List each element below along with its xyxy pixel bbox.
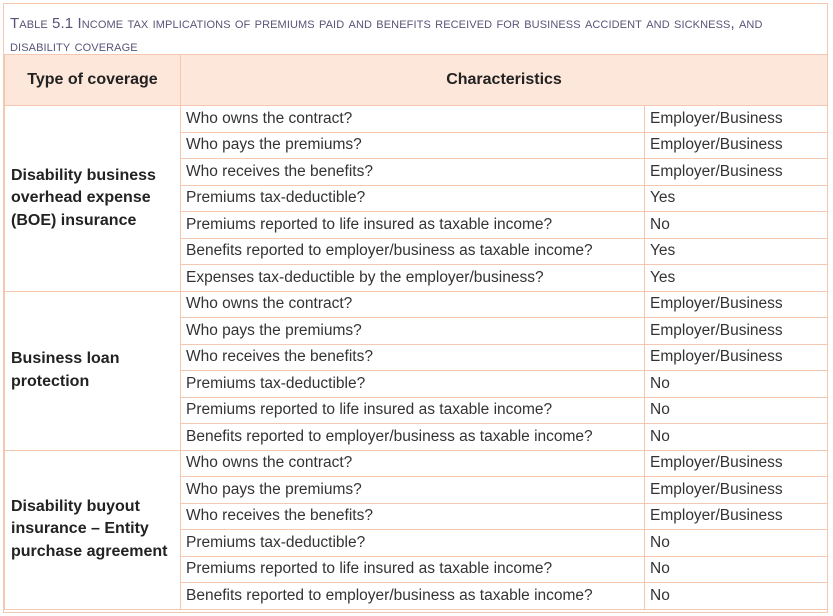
characteristic-answer: No xyxy=(644,555,828,583)
coverage-type-cell: Disability buyout insurance – Entity pur… xyxy=(4,449,181,610)
table-row: Disability buyout insurance – Entity pur… xyxy=(4,449,828,610)
characteristic-answer: Employer/Business xyxy=(644,105,828,133)
characteristic-answer: Employer/Business xyxy=(644,317,828,345)
characteristic-answer: Employer/Business xyxy=(644,343,828,371)
table-row: Who receives the benefits? Employer/Busin… xyxy=(5,343,828,371)
table-row: Who pays the premiums? Employer/Business xyxy=(5,317,828,345)
coverage-table: Type of coverage Characteristics Disabil… xyxy=(4,54,828,610)
characteristic-question: Benefits reported to employer/business a… xyxy=(180,423,645,451)
table-row: Benefits reported to employer/business a… xyxy=(5,423,828,451)
caption-prefix: Table 5.1 xyxy=(10,15,74,32)
characteristic-answer: Employer/Business xyxy=(644,290,828,318)
characteristic-answer: Yes xyxy=(644,184,828,212)
coverage-type-cell: Disability business overhead expense (BO… xyxy=(4,105,181,292)
table-row: Premiums reported to life insured as tax… xyxy=(5,555,828,583)
table-row: Who receives the benefits? Employer/Busin… xyxy=(5,502,828,530)
characteristic-answer: No xyxy=(644,396,828,424)
characteristic-question: Who owns the contract? xyxy=(180,290,645,318)
characteristic-question: Who owns the contract? xyxy=(180,105,645,133)
characteristic-question: Premiums tax-deductible? xyxy=(180,370,645,398)
table-row: Premiums tax-deductible? No xyxy=(5,370,828,398)
table-row: Who receives the benefits? Employer/Busin… xyxy=(5,158,828,186)
characteristic-answer: No xyxy=(644,529,828,557)
table-row: Premiums reported to life insured as tax… xyxy=(5,211,828,239)
characteristic-question: Who receives the benefits? xyxy=(180,502,645,530)
table-row: Who pays the premiums? Employer/Business xyxy=(5,476,828,504)
table-row: Benefits reported to employer/business a… xyxy=(5,237,828,265)
table-row: Benefits reported to employer/business a… xyxy=(5,582,828,610)
characteristic-answer: Yes xyxy=(644,237,828,265)
header-characteristics: Characteristics xyxy=(180,54,828,106)
characteristic-answer: No xyxy=(644,423,828,451)
characteristic-question: Who receives the benefits? xyxy=(180,158,645,186)
characteristic-answer: No xyxy=(644,211,828,239)
header-type-of-coverage: Type of coverage xyxy=(4,54,181,106)
coverage-type-cell: Business loan protection xyxy=(4,290,181,451)
header-row: Type of coverage Characteristics xyxy=(4,54,828,106)
characteristic-question: Benefits reported to employer/business a… xyxy=(180,582,645,610)
characteristic-question: Benefits reported to employer/business a… xyxy=(180,237,645,265)
characteristic-question: Expenses tax-deductible by the employer/… xyxy=(180,264,645,292)
characteristic-answer: Employer/Business xyxy=(644,449,828,477)
characteristic-question: Who receives the benefits? xyxy=(180,343,645,371)
characteristic-answer: Employer/Business xyxy=(644,476,828,504)
table-row: Business loan protection Who owns the con… xyxy=(4,290,828,451)
characteristic-answer: No xyxy=(644,582,828,610)
table-caption: Table 5.1 Income tax implications of pre… xyxy=(4,4,827,55)
table-row: Who pays the premiums? Employer/Business xyxy=(5,131,828,159)
characteristic-answer: Employer/Business xyxy=(644,502,828,530)
characteristic-question: Premiums reported to life insured as tax… xyxy=(180,555,645,583)
characteristic-question: Premiums tax-deductible? xyxy=(180,529,645,557)
characteristic-answer: No xyxy=(644,370,828,398)
table-row: Premiums tax-deductible? Yes xyxy=(5,184,828,212)
characteristic-question: Premiums tax-deductible? xyxy=(180,184,645,212)
characteristic-question: Who owns the contract? xyxy=(180,449,645,477)
caption-title: Income tax implications of premiums paid… xyxy=(10,15,763,55)
table-row: Premiums tax-deductible? No xyxy=(5,529,828,557)
table-row: Disability business overhead expense (BO… xyxy=(4,105,828,292)
characteristic-question: Who pays the premiums? xyxy=(180,317,645,345)
characteristic-question: Who pays the premiums? xyxy=(180,476,645,504)
characteristic-question: Premiums reported to life insured as tax… xyxy=(180,211,645,239)
characteristic-answer: Employer/Business xyxy=(644,131,828,159)
table-row: Expenses tax-deductible by the employer/… xyxy=(5,264,828,292)
table-body: Disability business overhead expense (BO… xyxy=(4,105,828,610)
characteristic-answer: Employer/Business xyxy=(644,158,828,186)
table-row: Premiums reported to life insured as tax… xyxy=(5,396,828,424)
table-frame: Table 5.1 Income tax implications of pre… xyxy=(3,3,828,613)
characteristic-answer: Yes xyxy=(644,264,828,292)
characteristic-question: Premiums reported to life insured as tax… xyxy=(180,396,645,424)
characteristic-question: Who pays the premiums? xyxy=(180,131,645,159)
